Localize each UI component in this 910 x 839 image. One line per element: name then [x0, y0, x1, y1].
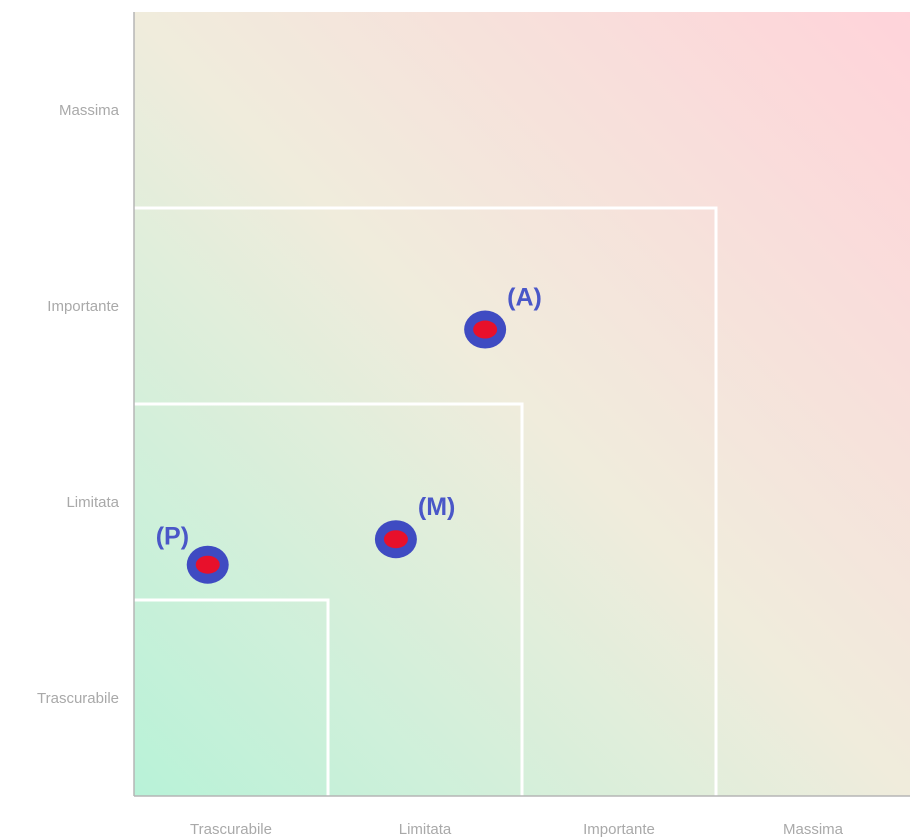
- data-point: (M): [374, 493, 455, 559]
- data-point-label: (P): [156, 523, 189, 551]
- data-point-marker-inner: [383, 530, 408, 549]
- data-point: (A): [464, 284, 542, 349]
- x-tick-label: Limitata: [399, 821, 452, 838]
- risk-zone-boundary-2: [134, 402, 524, 796]
- y-tick-label: Importante: [47, 298, 119, 315]
- data-point-label: (M): [418, 493, 455, 521]
- data-point-marker-inner: [195, 555, 220, 574]
- y-tick-label: Massima: [59, 102, 120, 119]
- risk-zone-boundary-1: [134, 598, 330, 796]
- risk-zone-boundary-3: [134, 206, 718, 796]
- x-tick-label: Massima: [783, 821, 844, 838]
- data-point-marker-inner: [473, 320, 498, 339]
- y-tick-label: Trascurabile: [37, 690, 119, 707]
- data-point: (P): [156, 523, 229, 584]
- data-point-label: (A): [507, 284, 542, 312]
- x-tick-label: Trascurabile: [190, 821, 272, 838]
- y-tick-label: Limitata: [66, 494, 119, 511]
- x-tick-label: Importante: [583, 821, 655, 838]
